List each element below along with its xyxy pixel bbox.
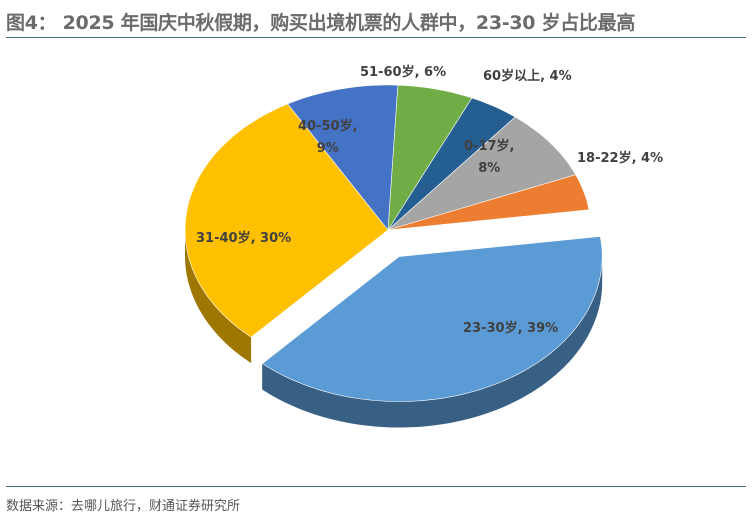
pie-slice-0-17岁	[387, 116, 577, 231]
pie-side-31-40岁	[185, 230, 252, 364]
chart-title: 图4： 2025 年国庆中秋假期，购买出境机票的人群中，23-30 岁占比最高	[6, 12, 636, 34]
data-label-0-17: 0-17岁, 8%	[464, 139, 515, 176]
title-divider	[6, 37, 746, 38]
pie-slice-60岁以上	[387, 97, 516, 231]
data-label-18-22: 18-22岁, 4%	[577, 151, 664, 166]
pie-slice-18-22岁	[387, 174, 590, 231]
pie-side-23-30岁	[262, 256, 603, 428]
pie-slice-51-60岁	[387, 84, 473, 231]
data-label-23-30: 23-30岁, 39%	[463, 321, 559, 336]
data-label-51-60: 51-60岁, 6%	[360, 65, 447, 80]
pie-slice-31-40岁	[184, 103, 389, 338]
source-note: 数据来源：去哪儿旅行，财通证券研究所	[6, 499, 241, 514]
data-label-31-40: 31-40岁, 30%	[196, 231, 292, 246]
pie-slice-40-50岁	[287, 84, 399, 231]
data-label-40-50: 40-50岁, 9%	[298, 119, 358, 156]
pie-slice-23-30岁	[261, 236, 603, 402]
data-label-60-plus: 60岁以上, 4%	[483, 69, 572, 84]
footer-divider	[6, 486, 746, 487]
